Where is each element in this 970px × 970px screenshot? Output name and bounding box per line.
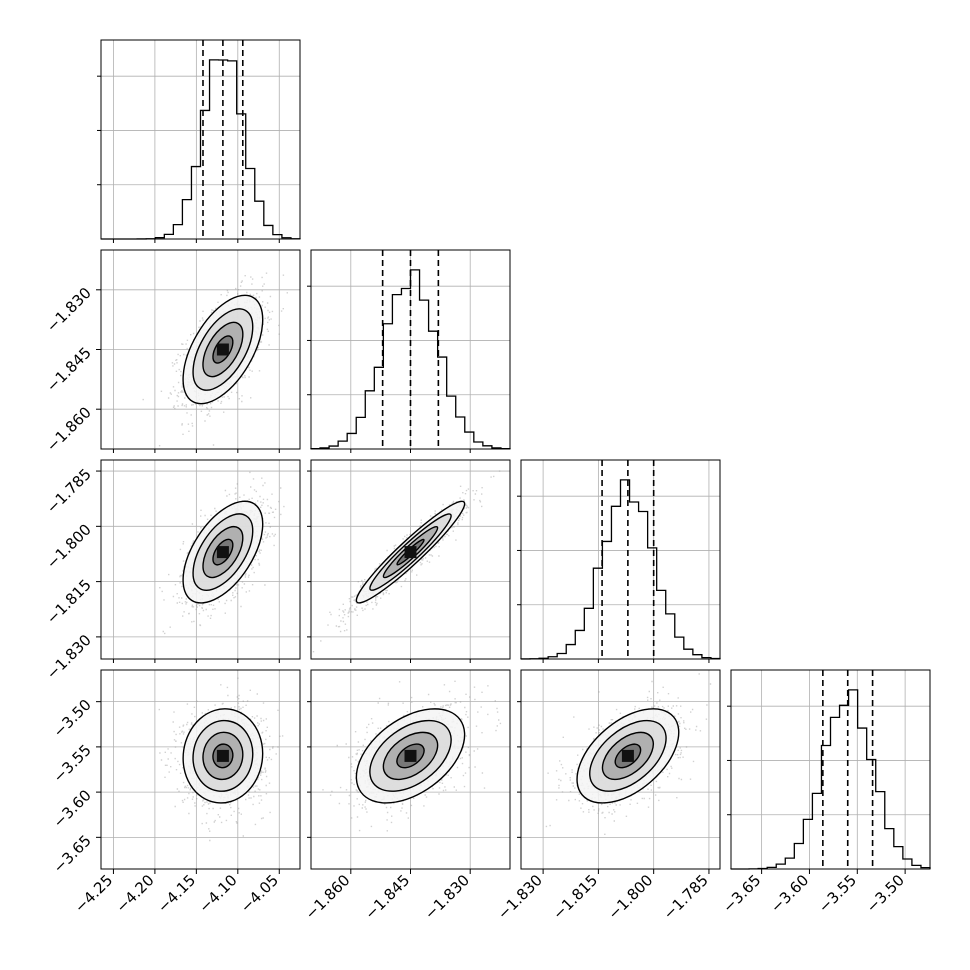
density-panel-1-0 (101, 250, 300, 449)
x-tick-label: −3.60 (767, 871, 812, 916)
density-panel-3-1 (311, 670, 510, 869)
density-core (404, 749, 417, 762)
y-tick-label: −3.60 (50, 786, 95, 831)
y-tick-label: −1.815 (43, 576, 95, 628)
scatter-points (158, 677, 284, 842)
panel-frame-2-2 (520, 459, 721, 660)
y-tick-label: −1.830 (43, 284, 95, 336)
density-core (621, 749, 634, 762)
x-tick-label: −4.05 (237, 871, 282, 916)
density-panel-2-0 (101, 460, 300, 659)
density-core (216, 343, 229, 356)
x-tick-label: −1.830 (421, 871, 473, 923)
x-tick-label: −3.55 (815, 871, 860, 916)
y-tick-label: −1.800 (43, 520, 95, 572)
y-tick-label: −3.55 (50, 741, 95, 786)
x-tick-label: −3.65 (719, 871, 764, 916)
histogram-0 (101, 59, 301, 240)
density-core (216, 546, 229, 559)
y-tick-label: −1.845 (43, 344, 95, 396)
histogram-1 (310, 269, 511, 450)
x-tick-label: −1.800 (605, 871, 657, 923)
density-core (404, 546, 417, 559)
density-panel-3-0 (101, 670, 300, 869)
x-tick-label: −1.860 (302, 871, 354, 923)
panel-frame-2-0 (100, 459, 301, 660)
x-tick-label: −4.10 (195, 871, 240, 916)
density-panel-2-1 (311, 460, 510, 659)
x-tick-label: −4.20 (112, 871, 157, 916)
histogram-2 (520, 479, 721, 660)
y-tick-label: −1.785 (43, 465, 95, 517)
y-tick-label: −3.50 (50, 696, 95, 741)
x-tick-label: −4.15 (154, 871, 199, 916)
histogram-3 (730, 689, 931, 870)
panel-frame-3-3 (730, 669, 931, 870)
x-tick-label: −1.785 (660, 871, 712, 923)
scatter-points (159, 471, 285, 635)
panel-frame-0-0 (100, 39, 301, 240)
y-tick-label: −1.860 (43, 403, 95, 455)
panel-frame-3-2 (520, 669, 721, 870)
x-tick-label: −1.830 (494, 871, 546, 923)
density-panel-3-2 (521, 670, 720, 869)
y-tick-label: −3.65 (50, 831, 95, 876)
y-tick-label: −1.830 (43, 631, 95, 683)
x-tick-label: −3.50 (863, 871, 908, 916)
density-core (216, 749, 229, 762)
panel-frame-3-0 (100, 669, 301, 870)
x-tick-label: −4.25 (71, 871, 116, 916)
x-tick-label: −1.845 (361, 871, 413, 923)
x-tick-label: −1.815 (549, 871, 601, 923)
